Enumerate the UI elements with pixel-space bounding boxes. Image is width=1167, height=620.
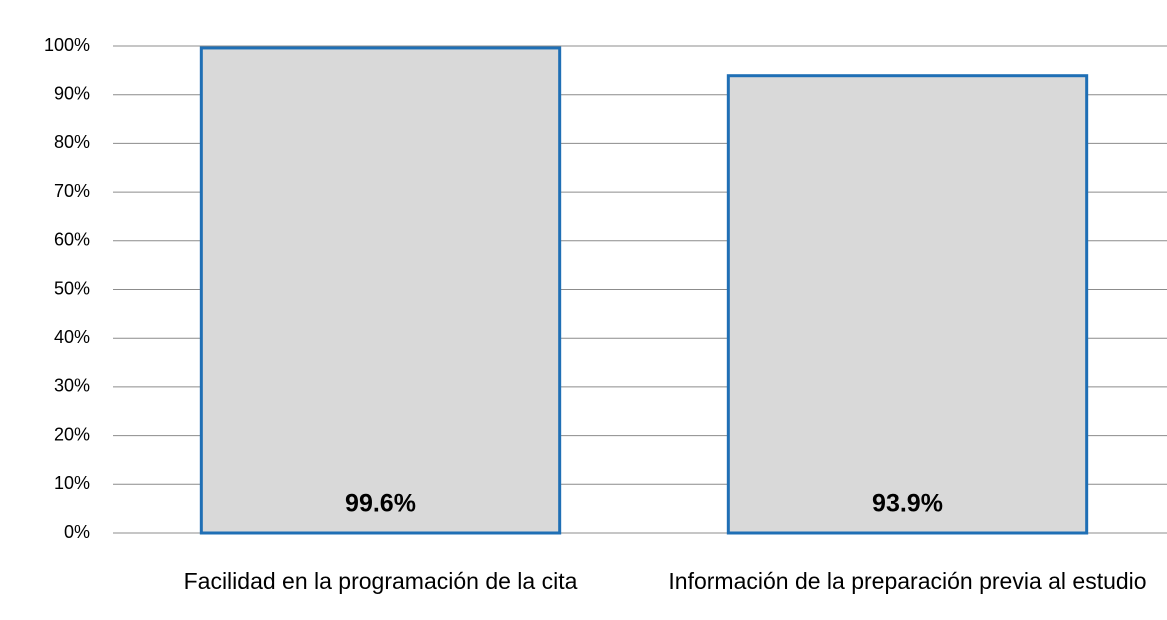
- y-tick-label: 20%: [54, 424, 90, 444]
- y-tick-label: 70%: [54, 181, 90, 201]
- x-tick-label: Facilidad en la programación de la cita: [183, 568, 578, 594]
- value-label: 99.6%: [345, 490, 416, 518]
- bar: [199, 46, 562, 535]
- y-tick-label: 90%: [54, 83, 90, 103]
- bar: [726, 74, 1089, 535]
- y-tick-label: 0%: [64, 522, 90, 542]
- y-tick-label: 60%: [54, 230, 90, 250]
- y-tick-label: 100%: [44, 35, 90, 55]
- y-tick-label: 30%: [54, 376, 90, 396]
- value-label: 93.9%: [872, 490, 943, 518]
- x-tick-label: Información de la preparación previa al …: [668, 568, 1147, 594]
- y-tick-label: 10%: [54, 473, 90, 493]
- y-tick-label: 40%: [54, 327, 90, 347]
- y-tick-label: 80%: [54, 132, 90, 152]
- y-tick-label: 50%: [54, 278, 90, 298]
